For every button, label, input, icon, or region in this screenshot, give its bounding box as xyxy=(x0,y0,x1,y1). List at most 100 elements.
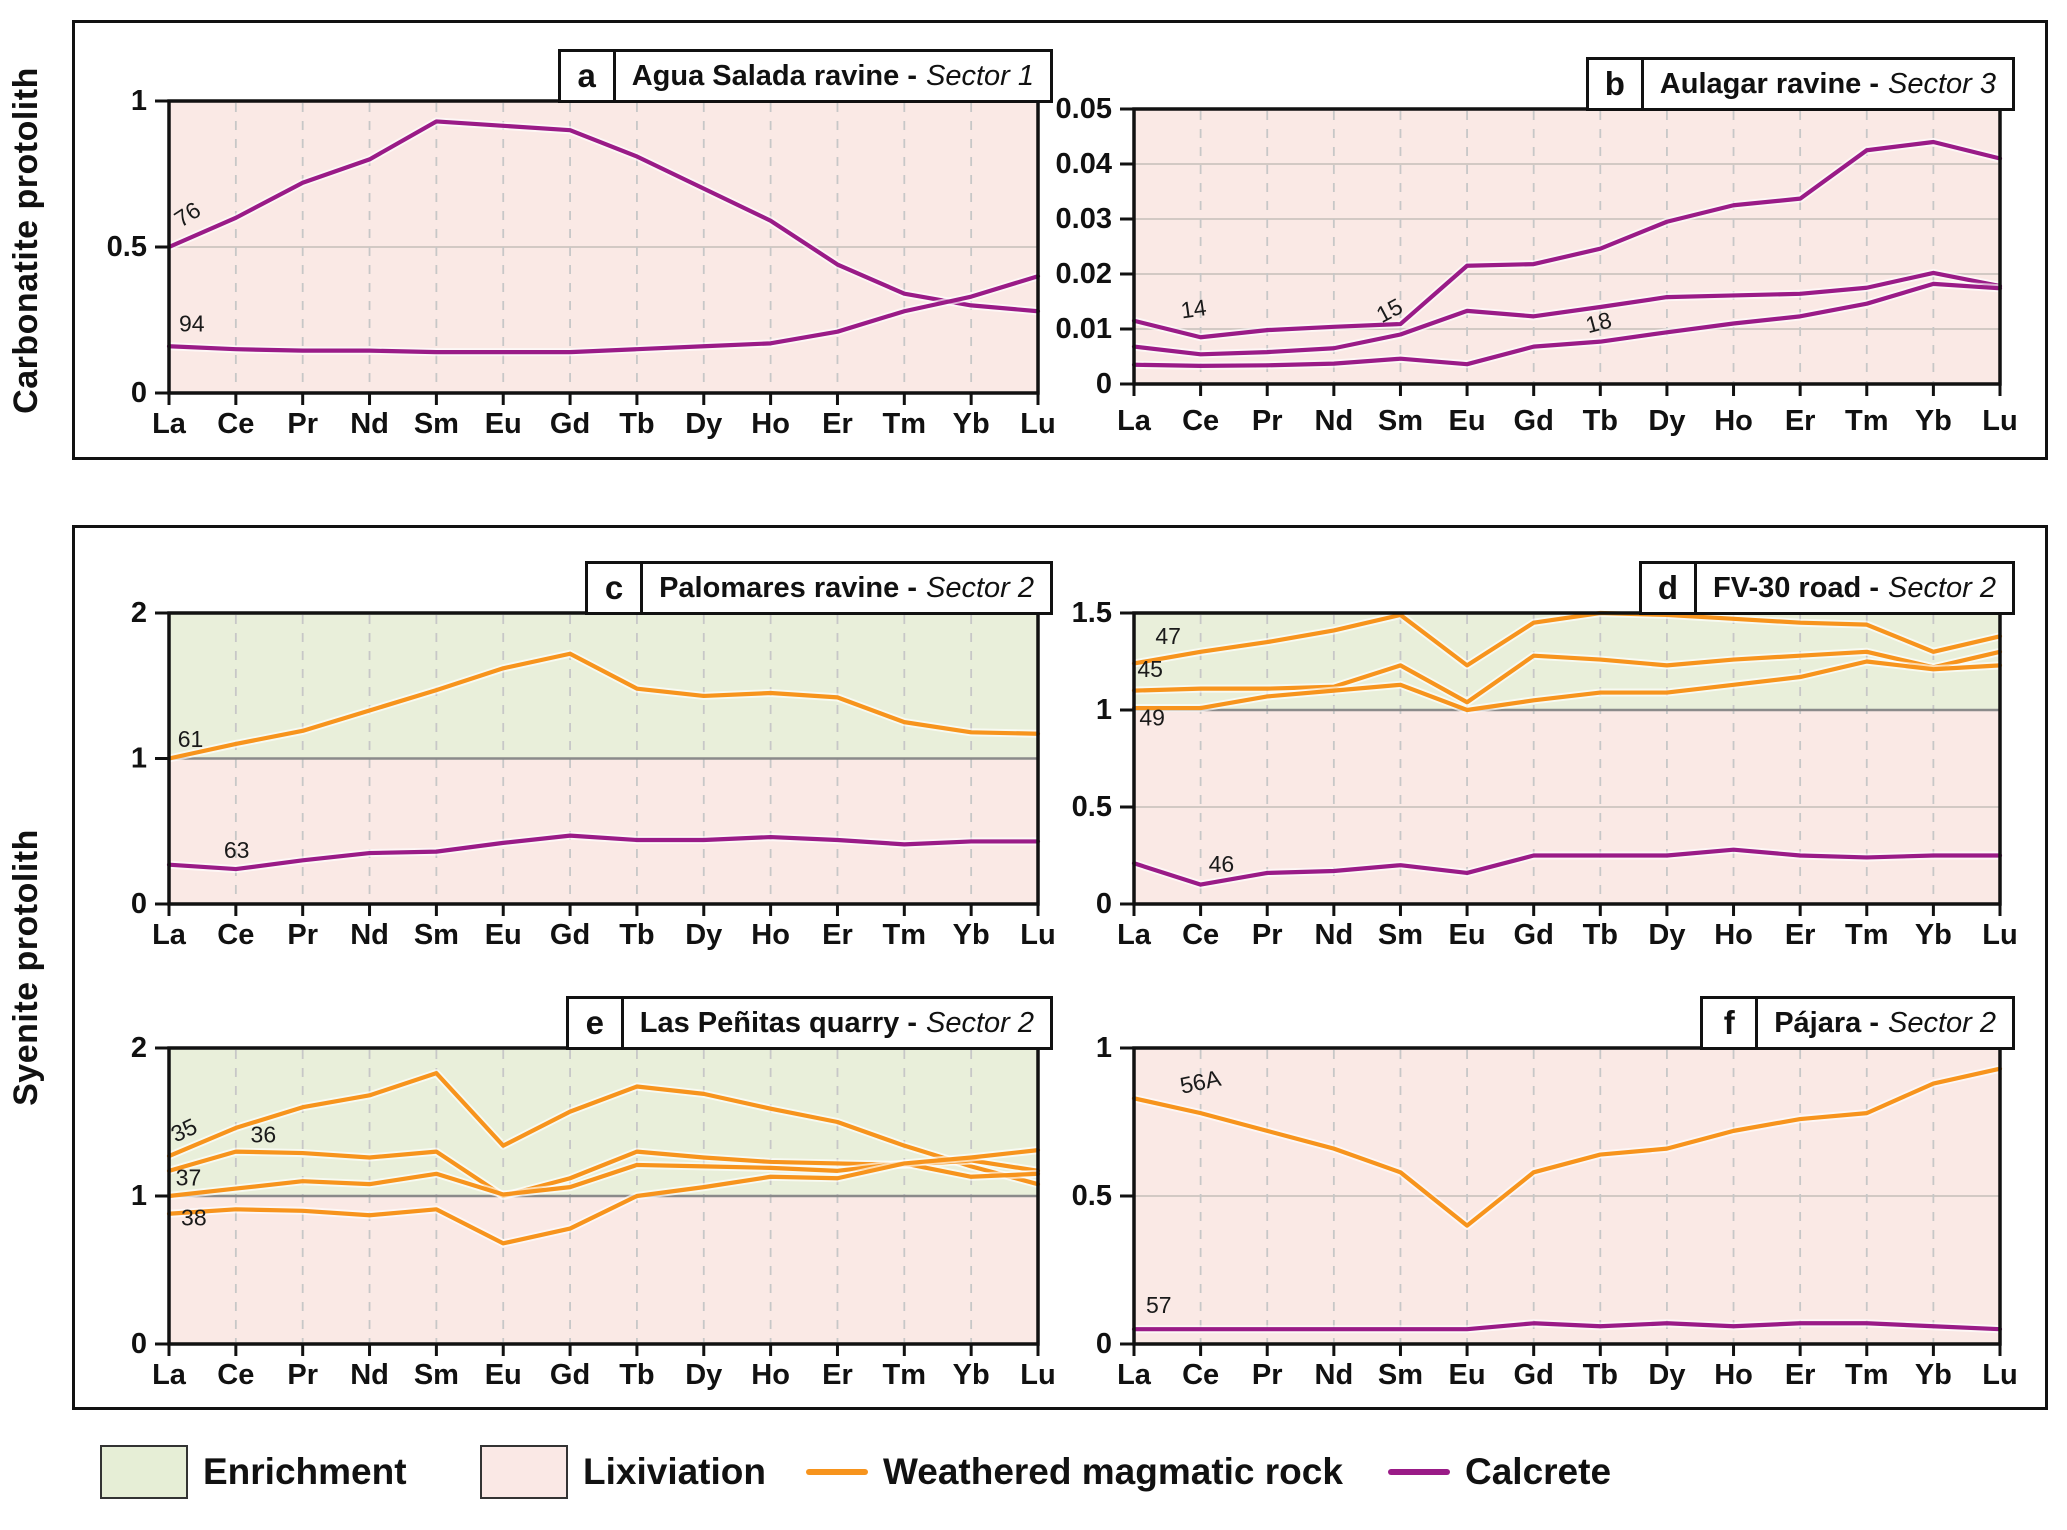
xtick-label-f-Er: Er xyxy=(1785,1359,1816,1391)
xtick-label-a-La: La xyxy=(152,408,187,440)
chart-c-letter: c xyxy=(588,564,644,612)
ytick-label-a-0.5: 0.5 xyxy=(107,231,147,263)
xtick-label-e-La: La xyxy=(152,1359,187,1391)
xtick-label-f-Dy: Dy xyxy=(1648,1359,1685,1391)
xtick-label-c-Nd: Nd xyxy=(350,919,389,951)
xtick-label-a-Pr: Pr xyxy=(287,408,318,440)
series-label-d-47: 47 xyxy=(1155,623,1181,649)
legend-item-weathered-magmatic-rock: Weathered magmatic rock xyxy=(806,1442,1343,1502)
xtick-label-d-Pr: Pr xyxy=(1252,919,1283,951)
chart-e-title-text: Las Peñitas quarry - xyxy=(639,1006,917,1039)
xtick-label-d-Tb: Tb xyxy=(1583,919,1618,951)
ytick-label-d-0.5: 0.5 xyxy=(1072,791,1112,823)
xtick-label-e-Tm: Tm xyxy=(883,1359,927,1391)
xtick-label-d-La: La xyxy=(1117,919,1152,951)
legend-item-lixiviation: Lixiviation xyxy=(480,1442,766,1502)
ytick-label-b-0.02: 0.02 xyxy=(1056,258,1112,290)
ytick-label-f-0.5: 0.5 xyxy=(1072,1180,1112,1212)
xtick-label-f-Yb: Yb xyxy=(1915,1359,1952,1391)
ytick-label-b-0.01: 0.01 xyxy=(1056,313,1112,345)
xtick-label-c-Lu: Lu xyxy=(1020,919,1055,951)
series-line-e-38 xyxy=(166,1148,1041,1246)
series-line-a-94 xyxy=(166,274,1041,355)
series-line-b-18 xyxy=(1131,281,2003,368)
xtick-label-b-La: La xyxy=(1117,405,1152,437)
legend-item-calcrete: Calcrete xyxy=(1388,1442,1611,1502)
series-label-b-14: 14 xyxy=(1179,294,1208,323)
xtick-label-e-Er: Er xyxy=(822,1359,853,1391)
xtick-label-f-Ho: Ho xyxy=(1714,1359,1753,1391)
ytick-label-e-2: 2 xyxy=(131,1032,147,1064)
ytick-label-d-0: 0 xyxy=(1096,888,1112,920)
chart-f-title: Pájara - Sector 2 xyxy=(1758,999,2012,1047)
chart-d: 47 45 49 46 1.5 1 0.5 0La Ce Pr Nd Sm Eu Gd Tb Dy Ho Er Tm… xyxy=(1072,597,2018,951)
series-label-e-38: 38 xyxy=(181,1205,207,1231)
ytick-label-c-1: 1 xyxy=(131,743,147,775)
xtick-label-d-Yb: Yb xyxy=(1915,919,1952,951)
series-line-e-35 xyxy=(166,1071,1041,1187)
xtick-label-c-Yb: Yb xyxy=(953,919,990,951)
plot-border-d xyxy=(1132,611,2002,906)
chart-d-letter: d xyxy=(1642,564,1697,612)
xtick-label-d-Er: Er xyxy=(1785,919,1816,951)
xtick-label-f-Tm: Tm xyxy=(1845,1359,1889,1391)
series-label-f-57: 57 xyxy=(1146,1292,1172,1318)
series-line-b-14 xyxy=(1131,139,2003,340)
xtick-label-d-Sm: Sm xyxy=(1378,919,1423,951)
series-line-c-61 xyxy=(166,651,1041,761)
series-line-d-49 xyxy=(1131,659,2003,713)
xtick-label-e-Dy: Dy xyxy=(685,1359,722,1391)
ytick-label-e-1: 1 xyxy=(131,1180,147,1212)
xtick-label-d-Gd: Gd xyxy=(1514,919,1554,951)
xtick-label-b-Ho: Ho xyxy=(1714,405,1753,437)
xtick-label-a-Tm: Tm xyxy=(883,408,927,440)
xtick-label-a-Tb: Tb xyxy=(619,408,654,440)
xtick-label-b-Lu: Lu xyxy=(1982,405,2017,437)
series-line-c-63 xyxy=(166,833,1041,872)
enrichment-swatch xyxy=(100,1445,188,1499)
plot-border-b xyxy=(1132,107,2002,386)
chart-a-sector-text: Sector 1 xyxy=(926,59,1034,92)
series-line-f-57 xyxy=(1131,1321,2003,1332)
xtick-label-a-Nd: Nd xyxy=(350,408,389,440)
chart-e-sector-text: Sector 2 xyxy=(926,1006,1034,1039)
chart-e-title-box: e Las Peñitas quarry - Sector 2 xyxy=(565,996,1053,1050)
legend-item-enrichment: Enrichment xyxy=(100,1442,407,1502)
series-label-d-45: 45 xyxy=(1137,656,1163,682)
series-label-a-94: 94 xyxy=(179,311,205,337)
chart-c-sector-text: Sector 2 xyxy=(926,571,1034,604)
xtick-label-b-Yb: Yb xyxy=(1915,405,1952,437)
xtick-label-b-Nd: Nd xyxy=(1315,405,1354,437)
xtick-label-d-Lu: Lu xyxy=(1982,919,2017,951)
xtick-label-b-Er: Er xyxy=(1785,405,1816,437)
xtick-label-e-Eu: Eu xyxy=(485,1359,522,1391)
xtick-label-a-Ce: Ce xyxy=(217,408,254,440)
xtick-label-d-Nd: Nd xyxy=(1315,919,1354,951)
chart-b-title: Aulagar ravine - Sector 3 xyxy=(1644,60,2012,108)
xtick-label-a-Lu: Lu xyxy=(1020,408,1055,440)
chart-c-title-text: Palomares ravine - xyxy=(659,571,917,604)
series-line-d-46 xyxy=(1131,847,2003,887)
ytick-label-a-0: 0 xyxy=(131,377,147,409)
xtick-label-b-Sm: Sm xyxy=(1378,405,1423,437)
xtick-label-f-Nd: Nd xyxy=(1315,1359,1354,1391)
xtick-label-c-La: La xyxy=(152,919,187,951)
xtick-label-f-Pr: Pr xyxy=(1252,1359,1283,1391)
xtick-label-b-Dy: Dy xyxy=(1648,405,1685,437)
xtick-label-e-Ce: Ce xyxy=(217,1359,254,1391)
ytick-label-c-2: 2 xyxy=(131,597,147,629)
chart-d-title: FV-30 road - Sector 2 xyxy=(1697,564,2012,612)
xtick-label-c-Ho: Ho xyxy=(751,919,790,951)
chart-c: 61 63 2 1 0La Ce Pr Nd Sm Eu Gd Tb Dy Ho Er Tm Yb Lu xyxy=(131,597,1056,951)
weathered-magmatic-rock-label: Weathered magmatic rock xyxy=(883,1451,1343,1492)
series-line-f-56A xyxy=(1131,1066,2003,1228)
xtick-label-d-Tm: Tm xyxy=(1845,919,1889,951)
series-label-e-37: 37 xyxy=(176,1165,202,1191)
series-line-b-15 xyxy=(1131,270,2003,357)
chart-a-title-text: Agua Salada ravine - xyxy=(631,59,917,92)
xtick-label-c-Ce: Ce xyxy=(217,919,254,951)
